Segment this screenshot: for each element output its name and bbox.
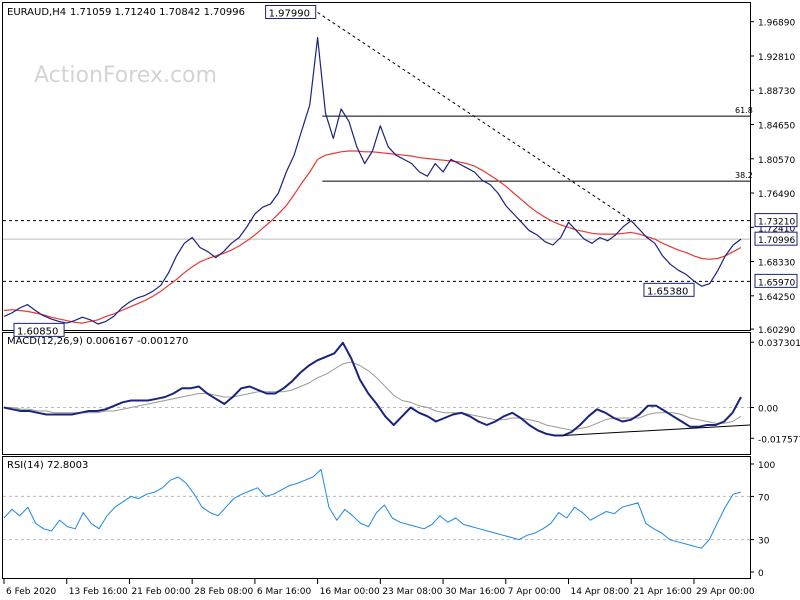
price-annotation: 1.60850	[17, 326, 58, 337]
x-tick-label: 16 Mar 00:00	[320, 587, 380, 597]
macd-trendline	[563, 424, 751, 436]
rsi-title: RSI(14) 72.8003	[7, 460, 88, 471]
chart-symbol: EURAUD,H4	[7, 7, 66, 18]
x-tick-label: 6 Mar 16:00	[257, 587, 312, 597]
price-y-tick-label: 1.64250	[758, 293, 795, 303]
x-tick-label: 29 Apr 00:00	[696, 587, 755, 597]
price-level-label: 1.65970	[758, 278, 795, 288]
price-level-box	[754, 273, 798, 288]
price-y-tick-label: 1.76490	[758, 190, 795, 200]
macd-signal-line	[4, 361, 742, 431]
price-level-box	[754, 213, 798, 228]
macd-panel: MACD(12,26,9) 0.006167 -0.001270 0.037301…	[3, 336, 800, 445]
price-panel-frame	[2, 2, 751, 331]
price-line	[3, 36, 742, 325]
x-tick-label: 28 Feb 08:00	[194, 587, 253, 597]
price-panel: 1.96890 1.92810 1.88730 1.84650 1.80570 1.764…	[3, 4, 798, 337]
price-y-tick-label: 1.72410	[758, 224, 795, 234]
macd-y-tick-label: 0.00	[758, 405, 778, 415]
price-y-tick-label: 1.92810	[758, 53, 795, 63]
price-y-tick-label: 1.84650	[758, 122, 795, 132]
macd-y-tick-label: 0.037301	[758, 339, 800, 349]
x-tick-label: 21 Apr 16:00	[633, 587, 692, 597]
rsi-y-tick-label: 100	[758, 461, 775, 471]
x-axis: 6 Feb 2020 13 Feb 16:00 21 Feb 00:00 28 Feb…	[3, 579, 755, 597]
price-y-tick-label: 1.96890	[758, 19, 795, 29]
rsi-y-tick-label: 0	[758, 569, 764, 579]
x-tick-label: 21 Feb 00:00	[131, 587, 190, 597]
price-y-tick-label: 1.60290	[758, 326, 795, 336]
price-ma-line	[3, 150, 742, 324]
rsi-panel-frame	[2, 456, 751, 579]
x-tick-label: 13 Feb 16:00	[69, 587, 128, 597]
price-annotation: 1.65380	[647, 286, 688, 297]
fib-label: 38.2	[735, 171, 753, 180]
x-tick-label: 7 Apr 00:00	[508, 587, 561, 597]
price-level-label: 1.73210	[758, 218, 795, 228]
chart-ohlc: 1.71059 1.71240 1.70842 1.70996	[70, 7, 245, 18]
macd-line	[3, 341, 742, 437]
watermark: ActionForex.com	[34, 63, 217, 88]
price-y-tick-label: 1.68330	[758, 259, 795, 269]
x-tick-label: 30 Mar 16:00	[445, 587, 505, 597]
price-trendline	[317, 12, 632, 221]
x-tick-label: 23 Mar 08:00	[382, 587, 442, 597]
price-annotation-box	[13, 322, 65, 337]
rsi-line	[3, 468, 742, 549]
price-level-box	[754, 231, 798, 246]
macd-title: MACD(12,26,9) 0.006167 -0.001270	[7, 336, 188, 347]
price-annotation-box	[643, 282, 695, 297]
price-level-label: 1.70996	[758, 236, 795, 246]
rsi-y-tick-label: 70	[758, 493, 770, 503]
macd-y-tick-label: -0.017577	[758, 435, 800, 445]
rsi-panel: RSI(14) 72.8003 100 70 30 0	[3, 460, 775, 579]
rsi-y-tick-label: 30	[758, 537, 770, 547]
price-y-tick-label: 1.80570	[758, 156, 795, 166]
fib-label: 61.8	[735, 106, 753, 115]
macd-panel-frame	[2, 332, 751, 455]
price-annotation: 1.97990	[269, 8, 310, 19]
x-tick-label: 14 Apr 08:00	[571, 587, 630, 597]
price-y-tick-label: 1.88730	[758, 87, 795, 97]
price-annotation-box	[265, 4, 317, 19]
x-tick-label: 6 Feb 2020	[6, 587, 57, 597]
